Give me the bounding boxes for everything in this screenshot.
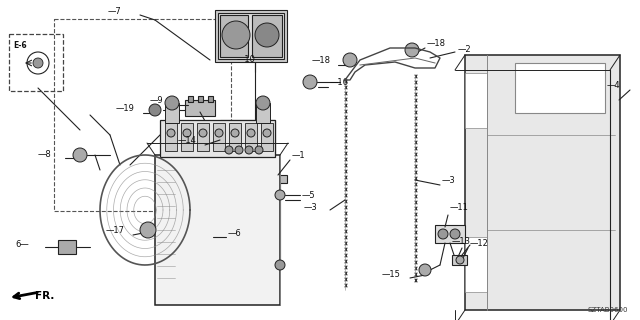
Text: SZTAB0600: SZTAB0600: [588, 307, 628, 313]
Text: —19: —19: [116, 104, 135, 113]
Circle shape: [225, 146, 233, 154]
Text: —16: —16: [330, 78, 349, 87]
Text: E-6: E-6: [13, 41, 27, 50]
Text: —13: —13: [452, 237, 471, 246]
Bar: [198, 96, 203, 102]
Bar: [195, 230, 213, 244]
Bar: [266, 123, 272, 135]
Text: —7: —7: [108, 7, 122, 16]
Circle shape: [167, 129, 175, 137]
Bar: [261, 123, 273, 151]
Circle shape: [256, 96, 270, 110]
Bar: [181, 123, 193, 151]
Circle shape: [183, 129, 191, 137]
Circle shape: [149, 104, 161, 116]
Bar: [213, 123, 225, 151]
Bar: [165, 103, 179, 123]
Text: —14: —14: [178, 136, 197, 145]
Bar: [465, 237, 487, 292]
Bar: [465, 73, 487, 128]
Text: 6—: 6—: [15, 240, 29, 249]
Text: —15: —15: [382, 270, 401, 279]
Bar: [256, 103, 270, 123]
Text: —1: —1: [292, 151, 306, 160]
Circle shape: [255, 23, 279, 47]
Text: —3: —3: [304, 203, 317, 212]
Bar: [229, 123, 241, 151]
Circle shape: [263, 129, 271, 137]
Circle shape: [343, 53, 357, 67]
Circle shape: [405, 43, 419, 57]
Bar: [222, 122, 273, 137]
Bar: [188, 96, 193, 102]
Bar: [155, 155, 280, 305]
Text: FR.: FR.: [35, 291, 54, 301]
Circle shape: [222, 21, 250, 49]
Bar: [252, 15, 282, 57]
Bar: [515, 63, 605, 113]
Bar: [250, 123, 256, 135]
Bar: [273, 175, 287, 183]
Bar: [222, 140, 273, 162]
Bar: [465, 55, 620, 310]
Circle shape: [275, 190, 285, 200]
Circle shape: [245, 146, 253, 154]
Text: —3: —3: [442, 176, 456, 185]
Bar: [234, 123, 240, 135]
Text: —4: —4: [607, 81, 621, 90]
Circle shape: [450, 229, 460, 239]
Circle shape: [140, 222, 156, 238]
Bar: [208, 96, 213, 102]
Circle shape: [231, 129, 239, 137]
Text: —5: —5: [302, 191, 316, 200]
Text: —18: —18: [312, 56, 331, 65]
Bar: [435, 225, 465, 243]
Circle shape: [73, 148, 87, 162]
Circle shape: [247, 129, 255, 137]
Circle shape: [438, 229, 448, 239]
Text: —6: —6: [228, 229, 242, 238]
Bar: [242, 123, 248, 135]
Circle shape: [456, 256, 464, 264]
Bar: [452, 255, 467, 265]
Text: —10: —10: [237, 55, 256, 64]
Bar: [215, 10, 287, 62]
Circle shape: [215, 129, 223, 137]
Bar: [226, 123, 232, 135]
Bar: [245, 123, 257, 151]
Circle shape: [33, 58, 43, 68]
Circle shape: [235, 146, 243, 154]
Circle shape: [419, 264, 431, 276]
Bar: [58, 240, 76, 254]
Circle shape: [303, 75, 317, 89]
Bar: [218, 13, 284, 59]
Bar: [160, 120, 275, 157]
Text: —12: —12: [470, 239, 489, 248]
Text: —11: —11: [450, 203, 469, 212]
Bar: [165, 123, 177, 151]
Circle shape: [255, 146, 263, 154]
Bar: [197, 123, 209, 151]
Circle shape: [199, 129, 207, 137]
Text: —18: —18: [427, 39, 446, 48]
Text: —17: —17: [106, 226, 125, 235]
Circle shape: [275, 260, 285, 270]
Text: —8: —8: [38, 150, 52, 159]
Bar: [220, 15, 248, 57]
Bar: [220, 120, 275, 165]
Bar: [185, 100, 215, 116]
Text: —2: —2: [458, 45, 472, 54]
Text: —9: —9: [150, 96, 164, 105]
Bar: [258, 123, 264, 135]
Circle shape: [165, 96, 179, 110]
